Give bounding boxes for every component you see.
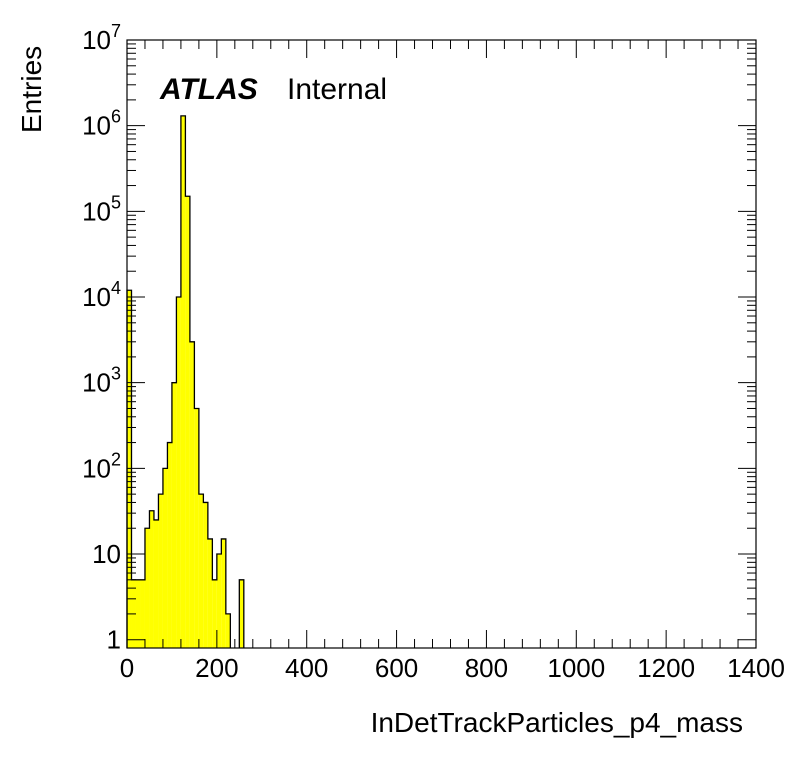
histogram-bin <box>225 613 231 648</box>
atlas-label: ATLAS <box>159 73 258 106</box>
histogram-bin <box>140 579 145 648</box>
x-tick-label: 1000 <box>547 653 605 683</box>
histogram-outline <box>126 115 245 648</box>
histogram-bin <box>153 519 159 648</box>
histogram-bin <box>149 510 154 648</box>
histogram-bin <box>203 502 208 648</box>
histogram-bin <box>207 538 213 648</box>
histogram-bin <box>171 382 177 648</box>
y-tick-label: 102 <box>82 449 121 483</box>
histogram-bin <box>167 442 172 648</box>
y-tick-label: 105 <box>82 192 121 226</box>
histogram-bin <box>221 538 226 648</box>
x-tick-label: 1200 <box>637 653 695 683</box>
y-tick-label: 1 <box>107 625 121 655</box>
histogram-bin <box>180 115 186 649</box>
x-tick-label: 800 <box>465 653 508 683</box>
histogram-bin <box>127 290 132 648</box>
histogram-bin <box>185 196 190 649</box>
histogram-bin <box>162 468 168 648</box>
y-tick-label: 107 <box>82 21 121 55</box>
y-tick-label: 10 <box>92 539 121 569</box>
histogram-bin <box>212 579 217 648</box>
histogram-bin <box>158 494 163 648</box>
plot-frame <box>126 39 757 649</box>
histogram-bin <box>198 494 204 648</box>
axis-ticks <box>126 39 757 648</box>
histogram-bin <box>239 579 244 648</box>
x-tick-label: 200 <box>195 653 238 683</box>
x-tick-label: 0 <box>120 653 134 683</box>
histogram-bin <box>135 579 141 648</box>
x-axis-label: InDetTrackParticles_p4_mass <box>371 707 743 738</box>
histogram-bin <box>176 297 181 648</box>
y-tick-label: 103 <box>82 364 121 398</box>
x-tick-labels: 0 200 400 600 800 1000 1200 1400 <box>120 653 785 683</box>
x-tick-label: 600 <box>375 653 418 683</box>
y-axis-label: Entries <box>16 46 47 133</box>
histogram-bars <box>126 115 245 649</box>
x-tick-label: 1400 <box>727 653 785 683</box>
y-tick-label: 106 <box>82 107 121 141</box>
histogram-bin <box>144 528 150 648</box>
histogram-bin <box>194 408 199 648</box>
y-tick-label: 104 <box>82 278 121 312</box>
y-tick-labels: 1 10 102 103 104 105 106 107 <box>82 21 121 655</box>
histogram-bin <box>216 554 222 648</box>
internal-label: Internal <box>287 73 387 106</box>
histogram-bin <box>189 341 195 648</box>
x-tick-label: 400 <box>285 653 328 683</box>
